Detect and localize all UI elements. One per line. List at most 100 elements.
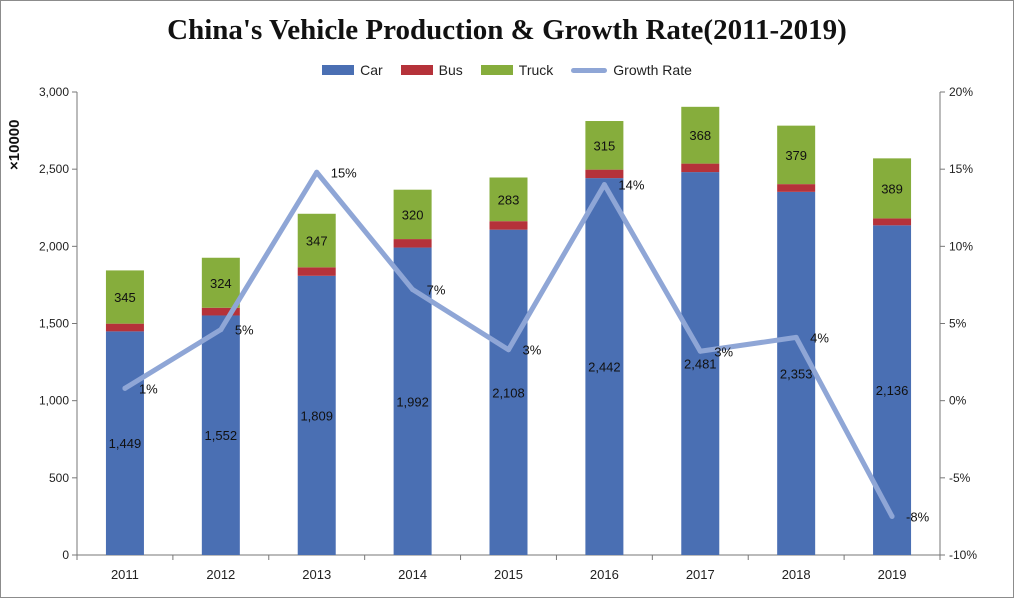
bar-truck — [873, 158, 912, 219]
chart-title: China's Vehicle Production & Growth Rate… — [167, 14, 847, 46]
y-left-tick-label: 1,000 — [39, 394, 69, 408]
legend-item-bus: Bus — [400, 62, 463, 78]
y-left-tick-label: 500 — [49, 471, 69, 485]
point-growth-rate — [793, 334, 799, 340]
x-tick-label: 2013 — [302, 567, 331, 582]
y-right-tick-label: -5% — [949, 471, 971, 485]
bar-truck — [393, 189, 432, 240]
x-tick-label: 2015 — [494, 567, 523, 582]
legend-label-growth-rate: Growth Rate — [613, 62, 692, 78]
data-label-car: 1,809 — [300, 408, 333, 423]
data-label-truck: 347 — [306, 234, 328, 249]
data-label-growth-rate: 15% — [331, 165, 357, 180]
point-growth-rate — [122, 385, 128, 391]
bar-truck — [297, 213, 336, 268]
legend-label-truck: Truck — [518, 62, 554, 78]
legend-label-car: Car — [360, 62, 383, 78]
legend-item-growth-rate: Growth Rate — [571, 62, 692, 78]
bar-car — [201, 315, 240, 555]
x-tick-label: 2018 — [782, 567, 811, 582]
bar-bus — [681, 163, 720, 173]
y-left-tick-label: 1,500 — [39, 317, 69, 331]
x-tick-label: 2011 — [111, 567, 139, 582]
point-growth-rate — [218, 327, 224, 333]
y-right-tick-label: 15% — [949, 162, 973, 176]
bar-car — [105, 331, 144, 555]
data-label-growth-rate: 3% — [523, 343, 542, 358]
data-label-growth-rate: 14% — [618, 178, 644, 193]
y-left-tick-label: 2,500 — [39, 162, 69, 176]
x-tick-label: 2012 — [206, 567, 235, 582]
legend-item-car: Car — [322, 62, 383, 78]
data-label-car: 2,136 — [876, 383, 909, 398]
point-growth-rate — [697, 348, 703, 354]
bar-car — [297, 275, 336, 555]
bar-car — [681, 172, 720, 555]
legend-swatch-bus — [400, 65, 433, 75]
bar-car — [585, 178, 624, 556]
x-tick-label: 2016 — [590, 567, 619, 582]
bar-truck — [201, 257, 240, 308]
point-growth-rate — [889, 513, 895, 519]
data-label-car: 1,449 — [109, 436, 142, 451]
legend-swatch-growth-rate — [571, 67, 608, 73]
data-label-car: 2,481 — [684, 357, 717, 372]
y-right-tick-label: 5% — [949, 317, 967, 331]
bar-bus — [585, 169, 624, 179]
data-label-car: 1,992 — [396, 394, 429, 409]
data-label-growth-rate: 5% — [235, 323, 254, 338]
data-label-truck: 324 — [210, 276, 232, 291]
data-label-growth-rate: -8% — [906, 509, 930, 524]
data-label-growth-rate: 1% — [139, 381, 158, 396]
y-left-tick-label: 2,000 — [39, 239, 69, 253]
bar-car — [489, 229, 528, 555]
point-growth-rate — [410, 287, 416, 293]
bar-truck — [585, 121, 624, 170]
data-label-growth-rate: 3% — [714, 344, 733, 359]
y-right-tick-label: 10% — [949, 239, 973, 253]
y-right-tick-label: 20% — [949, 85, 973, 99]
legend-swatch-car — [322, 65, 355, 75]
bar-bus — [777, 184, 816, 192]
bar-truck — [777, 125, 816, 185]
point-growth-rate — [506, 347, 511, 353]
data-label-car: 1,552 — [205, 428, 238, 443]
x-tick-label: 2017 — [686, 567, 715, 582]
data-label-truck: 368 — [689, 128, 711, 143]
data-label-growth-rate: 7% — [427, 283, 446, 298]
data-label-truck: 283 — [498, 192, 520, 207]
bar-car — [777, 191, 816, 555]
bar-car — [873, 225, 912, 555]
point-growth-rate — [601, 182, 607, 188]
y-right-tick-label: 0% — [949, 394, 967, 408]
bar-bus — [297, 267, 336, 276]
bar-bus — [489, 221, 528, 230]
legend-label-bus: Bus — [438, 62, 463, 78]
legend-swatch-truck — [480, 65, 513, 75]
data-label-car: 2,442 — [588, 360, 621, 375]
data-label-car: 2,108 — [492, 385, 525, 400]
y-left-tick-label: 3,000 — [39, 85, 69, 99]
bar-bus — [105, 323, 144, 332]
bar-truck — [105, 270, 144, 324]
data-label-truck: 345 — [114, 290, 136, 305]
point-growth-rate — [314, 169, 320, 175]
bar-bus — [201, 307, 240, 316]
legend-item-truck: Truck — [480, 62, 554, 78]
bar-truck — [681, 106, 720, 164]
bar-bus — [873, 218, 912, 226]
bar-bus — [393, 239, 432, 248]
data-label-truck: 320 — [402, 207, 424, 222]
data-label-car: 2,353 — [780, 366, 813, 381]
x-tick-label: 2014 — [398, 567, 427, 582]
y-right-tick-label: -10% — [949, 548, 977, 562]
x-tick-label: 2019 — [878, 567, 907, 582]
data-label-truck: 315 — [594, 138, 616, 153]
data-label-truck: 379 — [785, 148, 807, 163]
data-label-truck: 389 — [881, 181, 903, 196]
legend: Car Bus Truck Growth Rate — [0, 62, 1014, 78]
y-left-tick-label: 0 — [62, 548, 69, 562]
bar-truck — [489, 177, 528, 222]
data-label-growth-rate: 4% — [810, 330, 829, 345]
